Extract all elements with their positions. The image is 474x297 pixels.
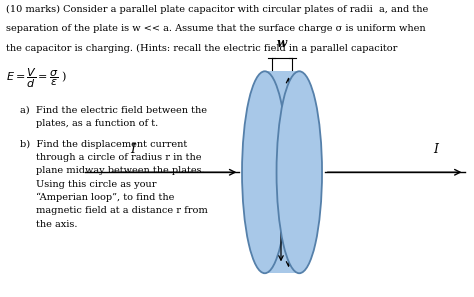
Text: I: I — [434, 143, 438, 156]
Ellipse shape — [276, 71, 322, 273]
Text: (10 marks) Consider a parallel plate capacitor with circular plates of radii  a,: (10 marks) Consider a parallel plate cap… — [6, 4, 428, 14]
Text: a)  Find the electric field between the: a) Find the electric field between the — [20, 105, 207, 114]
Text: the capacitor is charging. (Hints: recall the electric field in a parallel capac: the capacitor is charging. (Hints: recal… — [6, 44, 397, 53]
FancyBboxPatch shape — [265, 71, 299, 273]
Text: Using this circle as your: Using this circle as your — [36, 180, 156, 189]
Text: I: I — [130, 143, 135, 156]
Text: magnetic field at a distance r from: magnetic field at a distance r from — [36, 206, 207, 215]
Text: through a circle of radius r in the: through a circle of radius r in the — [36, 153, 201, 162]
Text: w: w — [277, 37, 287, 50]
Text: r: r — [288, 243, 294, 256]
Ellipse shape — [242, 71, 288, 273]
Text: $E = \dfrac{V}{d} = \dfrac{\sigma}{\varepsilon}$ ): $E = \dfrac{V}{d} = \dfrac{\sigma}{\vare… — [6, 67, 66, 90]
Text: plates, as a function of t.: plates, as a function of t. — [36, 119, 158, 128]
Text: “Amperian loop”, to find the: “Amperian loop”, to find the — [36, 193, 174, 202]
Text: plane midway between the plates.: plane midway between the plates. — [36, 166, 204, 175]
Text: b)  Find the displacement current: b) Find the displacement current — [20, 140, 187, 149]
Text: the axis.: the axis. — [36, 220, 77, 229]
Text: a: a — [298, 148, 306, 161]
Text: separation of the plate is w << a. Assume that the surface charge σ is uniform w: separation of the plate is w << a. Assum… — [6, 24, 425, 33]
